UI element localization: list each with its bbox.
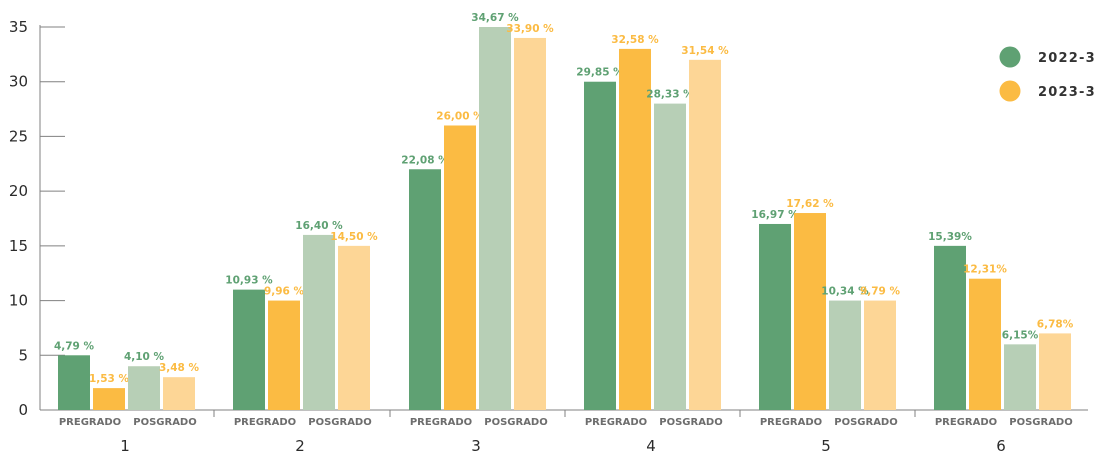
bar: [233, 289, 265, 410]
bar: [58, 355, 90, 410]
bar: [163, 377, 195, 410]
x-subcategory-label: PREGRADO: [585, 417, 647, 428]
bar: [338, 245, 370, 410]
bar-value-label: 29,85 %: [576, 67, 624, 79]
x-group-label: 6: [996, 437, 1006, 455]
x-group-label: 4: [646, 437, 656, 455]
bar-value-label: 10,34 %: [821, 286, 869, 298]
bar-value-label: 4,79 %: [54, 340, 95, 352]
bar: [514, 37, 546, 410]
x-subcategory-label: PREGRADO: [59, 417, 121, 428]
y-tick-label: 10: [9, 292, 28, 310]
bar: [934, 245, 966, 410]
bar: [654, 103, 686, 410]
y-axis: 0 5 10 15 20 25 30 35: [9, 18, 65, 419]
bar: [619, 48, 651, 411]
bar-value-label: 10,93 %: [225, 275, 273, 287]
x-group-label: 5: [821, 437, 831, 455]
bar: [303, 234, 335, 410]
x-subcategory-label: PREGRADO: [935, 417, 997, 428]
bar-value-label: 4,10 %: [124, 351, 165, 363]
x-group-label: 1: [120, 437, 130, 455]
y-tick-label: 25: [9, 127, 28, 145]
bar: [444, 125, 476, 410]
bar: [268, 300, 300, 410]
y-tick-label: 20: [9, 182, 28, 200]
legend-swatch: [999, 80, 1021, 102]
bar-value-label: 28,33 %: [646, 89, 694, 101]
bar: [479, 27, 511, 410]
bar: [93, 388, 125, 410]
bar-value-label: 1,53 %: [89, 373, 130, 385]
bar-value-label: 16,40 %: [295, 220, 343, 232]
x-group-label: 2: [295, 437, 305, 455]
y-tick-label: 35: [9, 18, 28, 36]
bar-value-label: 17,62 %: [786, 198, 834, 210]
x-subcategory-label: POSGRADO: [133, 417, 196, 428]
bar-value-label: 15,39%: [928, 231, 972, 243]
x-subcategory-label: PREGRADO: [234, 417, 296, 428]
bar-value-label: 12,31%: [963, 264, 1007, 276]
bar-value-label: 14,50 %: [330, 231, 378, 243]
bar-value-label: 3,48 %: [159, 362, 200, 374]
bar: [409, 169, 441, 410]
bar: [864, 300, 896, 410]
legend-label: 2022-3: [1038, 51, 1096, 66]
bar: [1039, 333, 1071, 410]
bar: [1004, 344, 1036, 410]
legend-label: 2023-3: [1038, 85, 1096, 100]
x-subcategory-label: POSGRADO: [484, 417, 547, 428]
bar-value-label: 22,08 %: [401, 154, 449, 166]
legend-swatch: [999, 46, 1021, 68]
bar-value-label: 9,79 %: [860, 286, 901, 298]
legend: 2022-3 2023-3: [999, 46, 1096, 102]
bar-value-label: 34,67 %: [471, 12, 519, 24]
bar-value-label: 33,90 %: [506, 23, 554, 35]
x-subcategory-label: PREGRADO: [760, 417, 822, 428]
x-subcategory-label: POSGRADO: [659, 417, 722, 428]
bar-value-label: 26,00 %: [436, 110, 484, 122]
y-tick-label: 30: [9, 73, 28, 91]
bar: [969, 278, 1001, 410]
bar: [584, 81, 616, 410]
bar: [128, 366, 160, 410]
bar: [829, 300, 861, 410]
x-group-label: 3: [471, 437, 481, 455]
bar: [794, 213, 826, 410]
x-subcategory-label: PREGRADO: [410, 417, 472, 428]
bar-value-label: 31,54 %: [681, 45, 729, 57]
bar: [759, 223, 791, 410]
x-subcategory-label: POSGRADO: [308, 417, 371, 428]
bar-value-label: 6,78%: [1037, 318, 1074, 330]
bars: 4,79 % 1,53 % 4,10 %3,48 % 10,93 %9,96 % 16,…: [54, 12, 1074, 411]
bar: [689, 59, 721, 410]
bar-value-label: 6,15%: [1002, 329, 1039, 341]
bar-value-label: 32,58 %: [611, 34, 659, 46]
x-subcategory-label: POSGRADO: [1009, 417, 1072, 428]
bar-value-label: 16,97 %: [751, 209, 799, 221]
y-tick-label: 5: [18, 346, 28, 364]
bar-value-label: 9,96 %: [264, 286, 305, 298]
x-subcategory-label: POSGRADO: [834, 417, 897, 428]
y-tick-label: 0: [18, 401, 28, 419]
y-tick-label: 15: [9, 237, 28, 255]
